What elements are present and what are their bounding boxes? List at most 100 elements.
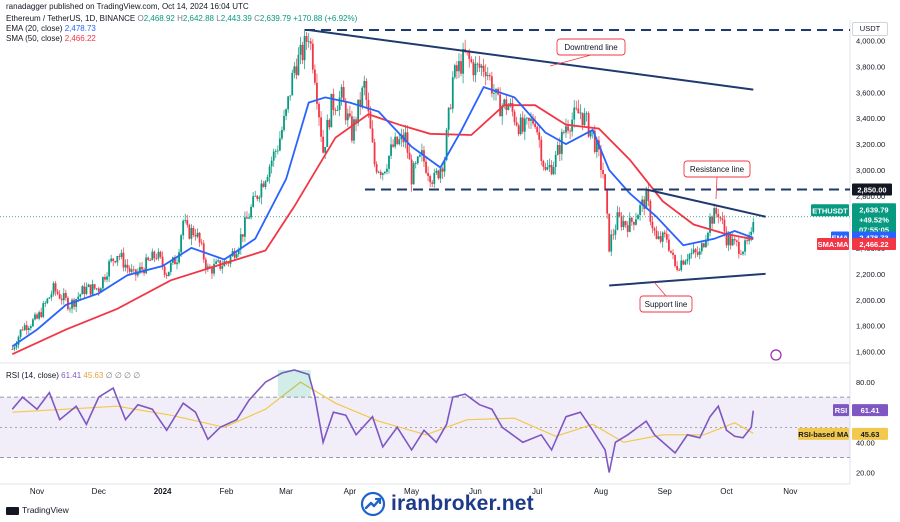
candle-up [19,329,22,337]
resistance-callout-text: Resistance line [690,165,745,174]
candle-up [637,215,639,220]
candle-down [348,113,351,117]
candle-up [27,328,30,331]
candle-down [311,43,314,70]
candle-up [248,217,250,219]
candle-up [340,87,343,98]
candle-down [392,144,394,147]
candle-down [456,65,458,72]
candle-up [71,299,73,309]
candle-down [118,256,121,257]
downtrend-callout-pointer [549,54,592,67]
time-tick-label: Aug [594,487,608,496]
currency-selector[interactable]: USDT [852,22,888,36]
sma-legend-value: 2,466.22 [64,34,96,43]
candle-down [194,235,197,237]
candle-up [91,284,94,295]
candle-down [58,293,61,299]
sma50-line [11,104,754,356]
candle-up [474,63,477,76]
candle-down [359,99,362,106]
candle-up [530,118,532,121]
candle-down [468,52,471,60]
tradingview-footer[interactable]: TradingView [6,505,69,515]
price-tick-label: 3,200.00 [856,140,885,149]
candle-up [628,217,631,232]
candle-up [453,65,456,78]
symbol-line: Ethereum / TetherUS, 1D, BINANCE O2,468.… [6,14,357,23]
candle-down [161,256,164,267]
candle-up [493,92,495,94]
time-tick-label: Mar [279,487,293,496]
candle-down [379,171,382,175]
candle-up [130,269,133,272]
candle-up [285,109,287,116]
candle-down [425,161,427,173]
candle-down [711,216,714,224]
candle-up [124,264,127,268]
candle-down [132,269,135,271]
resistance-callout-pointer [715,176,718,200]
candle-up [713,208,716,224]
candle-down [36,314,38,319]
candle-down [606,190,609,214]
candle-up [229,256,232,264]
ema-legend-value: 2,478.73 [64,24,96,33]
price-tick-label: 2,200.00 [856,270,885,279]
candle-up [421,150,423,156]
candle-up [589,130,592,137]
candle-up [377,171,380,173]
time-tick-label: Sep [658,487,673,496]
candle-up [525,117,528,119]
downtrend-callout-text: Downtrend line [564,43,618,52]
ema-legend[interactable]: EMA (20, close) 2,478.73 [6,24,96,33]
sma-legend[interactable]: SMA (50, close) 2,466.22 [6,34,96,43]
rsi-ma-line [12,381,754,443]
candle-up [239,234,242,250]
candle-up [69,308,71,310]
change-value: +170.88 (+6.92%) [293,14,358,23]
candle-down [431,182,434,184]
candle-down [659,236,662,242]
price-tick-label: 2,800.00 [856,192,885,201]
candle-up [180,235,183,253]
close-value: 2,639.79 [259,14,291,23]
candle-up [433,172,436,184]
candle-down [322,136,325,153]
candle-down [155,258,158,259]
candle-up [645,189,648,209]
candle-down [472,61,475,76]
candle-up [281,129,283,139]
candle-down [204,259,207,269]
price-tick-label: 3,800.00 [856,62,885,71]
badge-ethusdt-label-bg [811,204,849,217]
candle-down [316,82,318,104]
candle-down [672,252,674,255]
candle-up [190,227,193,239]
candle-up [326,119,329,147]
candle-down [128,268,131,272]
candle-up [565,126,567,133]
candle-down [153,251,156,259]
candle-down [25,325,28,331]
candle-down [186,220,189,226]
candle-up [622,221,625,228]
candle-down [165,274,168,277]
candle-up [383,171,386,174]
price-tick-label: 4,000.00 [856,36,885,45]
candle-up [260,183,263,198]
candle-up [336,109,339,111]
candle-up [87,284,90,288]
candle-up [297,54,300,76]
candle-up [386,168,388,172]
candle-up [657,236,660,239]
candle-down [209,266,211,268]
rsi-legend[interactable]: RSI (14, close) 61.41 45.63 ∅ ∅ ∅ ∅ [6,371,140,380]
candle-down [587,113,590,137]
badge-rsima-label-text: RSI-based MA [798,430,849,439]
candle-up [178,252,180,263]
candle-down [490,76,493,94]
candle-down [517,125,520,135]
candle-up [445,129,448,160]
